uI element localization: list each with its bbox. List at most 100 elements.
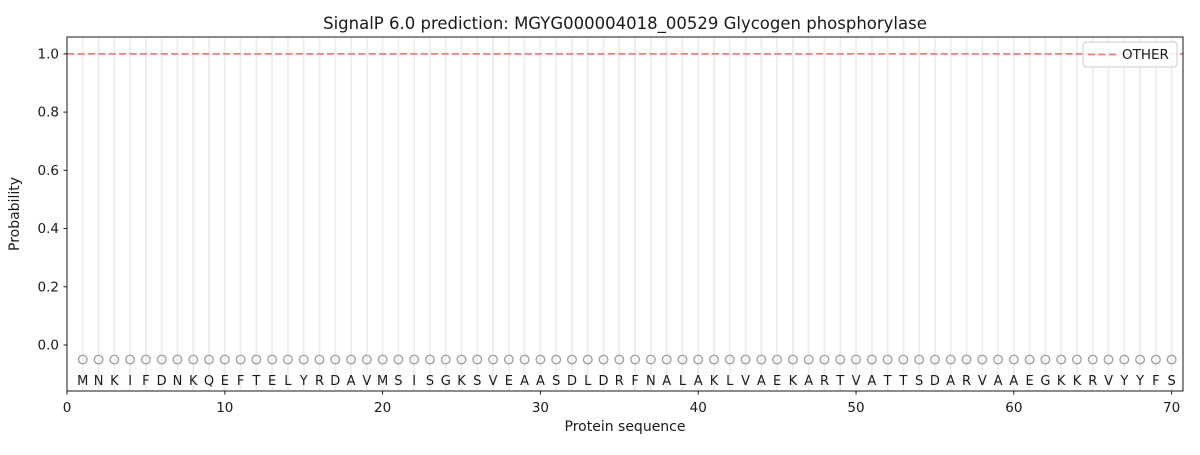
plot-border [66,36,1184,392]
residue-marker [645,354,656,365]
residue-letter: S [426,374,434,389]
residue-letter: T [835,374,844,389]
y-axis-label: Probability [7,177,23,251]
residue-letter: K [1057,374,1066,389]
x-tick-label: 0 [63,400,72,416]
residue-letter: G [441,374,451,389]
residue-marker [251,354,262,365]
residue-letter: A [662,374,671,389]
residue-marker [929,354,940,365]
residue-marker [598,354,609,365]
y-tick-label: 0.0 [38,338,59,354]
residue-letter: A [1009,374,1018,389]
legend-entry-label: OTHER [1122,47,1169,63]
chart-title: SignalP 6.0 prediction: MGYG000004018_00… [323,14,927,34]
residue-marker [267,354,278,365]
residue-letter: Y [1119,374,1128,389]
residue-marker [898,354,909,365]
residue-letter: D [567,374,577,389]
residue-letter: R [820,374,829,389]
tick-layer: 0 10 20 30 40 50 60 70 0.0 0.2 0.4 0.6 0.8 1.0 [38,46,1181,416]
residue-marker [93,354,104,365]
residue-marker [614,354,625,365]
residue-letter: E [773,374,781,389]
residue-marker [472,354,483,365]
residue-letter: K [457,374,466,389]
x-tick-label: 20 [374,400,391,416]
residue-marker [945,354,956,365]
residue-letter: E [221,374,229,389]
residue-letter: K [1073,374,1082,389]
x-tick-label: 60 [1005,400,1022,416]
residue-marker [77,354,88,365]
residue-letter: V [362,374,371,389]
residue-marker [188,354,199,365]
residue-letter: S [552,374,560,389]
residue-marker [803,354,814,365]
y-tick-label: 0.6 [38,163,59,179]
residue-letter: D [930,374,940,389]
residue-letter: E [1026,374,1034,389]
residue-marker [235,354,246,365]
residue-letter: D [157,374,167,389]
grid-layer [81,37,1173,391]
residue-letter: A [994,374,1003,389]
residue-marker [1150,354,1161,365]
residue-letter: R [315,374,324,389]
residue-marker [1071,354,1082,365]
x-axis-label: Protein sequence [565,419,686,435]
residue-letter: Y [1135,374,1144,389]
residue-marker [140,354,151,365]
residue-marker [819,354,830,365]
residue-letter: A [946,374,955,389]
y-tick-label: 0.4 [38,221,59,237]
residue-marker [835,354,846,365]
residue-letter: R [615,374,624,389]
residue-marker [772,354,783,365]
residue-letter: F [237,374,244,389]
residue-marker [1166,354,1177,365]
residue-letter: L [284,374,292,389]
residue-letter: L [726,374,734,389]
residue-marker [282,354,293,365]
residue-marker [298,354,309,365]
residue-letter: M [377,374,388,389]
residue-marker [724,354,735,365]
residue-marker [882,354,893,365]
residue-letter: D [599,374,609,389]
residue-marker [567,354,577,365]
residue-letter: Q [204,374,214,389]
residue-letter: A [757,374,766,389]
legend: OTHER [1082,41,1178,68]
residue-marker [219,354,230,365]
residue-letter: S [473,374,481,389]
residue-marker [661,354,672,365]
residue-letter: A [520,374,529,389]
residue-marker [1087,354,1098,365]
residue-letter: V [741,374,750,389]
residue-letter: V [852,374,861,389]
x-tick-label: 70 [1163,400,1180,416]
residue-marker [914,354,925,365]
residue-letter: N [94,374,104,389]
residue-marker [630,354,641,365]
x-tick-label: 40 [690,400,707,416]
residue-marker [851,354,862,365]
residue-letter: S [394,374,402,389]
x-tick-label: 10 [216,400,233,416]
y-tick-label: 0.8 [38,105,59,121]
residue-letter: F [1152,374,1159,389]
y-tick-label: 0.2 [38,279,59,295]
residue-marker [503,354,514,365]
residue-marker [456,354,467,365]
residue-marker [1056,354,1067,365]
residue-marker [677,354,688,365]
residue-letter: D [330,374,340,389]
x-tick-label: 50 [847,400,864,416]
residue-marker [488,354,499,365]
residue-marker [109,354,120,365]
residue-marker [361,354,372,365]
residue-marker [330,354,341,365]
